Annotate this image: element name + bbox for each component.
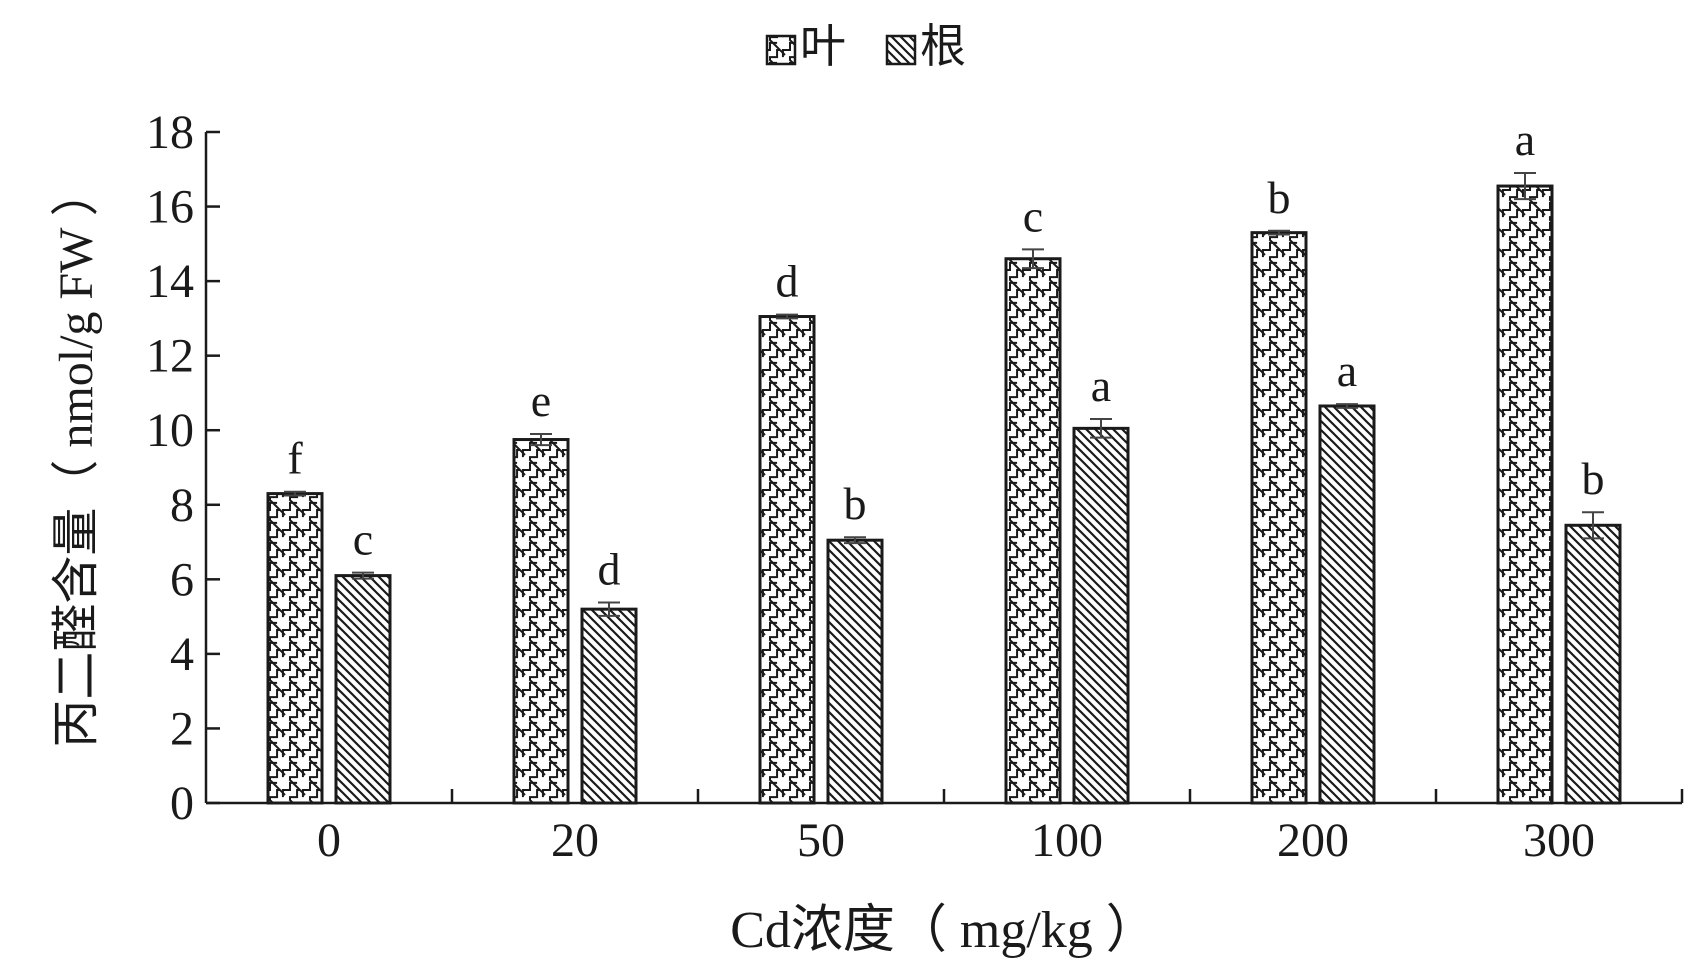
x-tick-label: 50 <box>797 814 845 867</box>
bars: f e d c b a c d b a a b <box>266 114 1622 805</box>
significance-letter: c <box>353 514 373 565</box>
significance-letter: a <box>1515 114 1535 165</box>
bar-leaf-50 <box>758 315 816 805</box>
bar-root-100 <box>1072 426 1130 805</box>
bar-leaf-200 <box>1250 231 1308 805</box>
y-tick-label: 10 <box>146 404 194 457</box>
bar-root-200 <box>1318 404 1376 805</box>
bar-leaf-0 <box>266 492 324 805</box>
y-axis-title: 丙二醛含量（ nmol/g FW ） <box>50 168 103 747</box>
significance-letter: c <box>1023 190 1043 241</box>
y-tick-label: 14 <box>146 255 194 308</box>
x-tick-label: 200 <box>1277 814 1349 867</box>
x-tick-label: 0 <box>317 814 341 867</box>
x-tick-label: 20 <box>551 814 599 867</box>
y-tick-label: 16 <box>146 181 194 234</box>
y-tick-label: 4 <box>170 628 194 681</box>
y-tick-label: 6 <box>170 553 194 606</box>
significance-letter: b <box>1582 453 1605 504</box>
x-axis-title: Cd浓度（ mg/kg ） <box>730 902 1158 959</box>
bar-root-0 <box>334 574 392 805</box>
legend-swatch-root <box>885 34 917 66</box>
bar-root-300 <box>1564 523 1622 805</box>
bar-leaf-300 <box>1496 184 1554 805</box>
significance-letter: a <box>1091 360 1111 411</box>
legend-item-root: 根 <box>885 21 966 72</box>
legend: 叶 根 <box>765 21 966 72</box>
legend-label-root: 根 <box>920 21 966 72</box>
y-tick-label: 8 <box>170 479 194 532</box>
bar-root-20 <box>580 607 638 805</box>
significance-letter: d <box>776 256 799 307</box>
bar-root-50 <box>826 538 884 805</box>
x-tick-label: 100 <box>1031 814 1103 867</box>
x-tick-label: 300 <box>1523 814 1595 867</box>
significance-letter: f <box>287 433 303 484</box>
y-tick-label: 18 <box>146 106 194 159</box>
legend-item-leaf: 叶 <box>765 21 846 72</box>
y-tick-label: 0 <box>170 777 194 830</box>
significance-letter: b <box>1268 172 1291 223</box>
bar-leaf-100 <box>1004 257 1062 805</box>
legend-label-leaf: 叶 <box>800 21 846 72</box>
significance-letter: b <box>844 478 867 529</box>
y-tick-label: 12 <box>146 330 194 383</box>
bar-leaf-20 <box>512 438 570 805</box>
significance-letter: a <box>1337 345 1357 396</box>
axes: 0 2 4 6 8 10 12 14 16 18 0 20 50 100 200 300 <box>146 106 1684 867</box>
x-ticks: 0 20 50 100 200 300 <box>317 789 1684 867</box>
y-ticks: 0 2 4 6 8 10 12 14 16 18 <box>146 106 220 830</box>
legend-swatch-leaf <box>765 34 797 66</box>
significance-letter: e <box>531 375 551 426</box>
significance-letter: d <box>598 543 621 594</box>
y-tick-label: 2 <box>170 702 194 755</box>
